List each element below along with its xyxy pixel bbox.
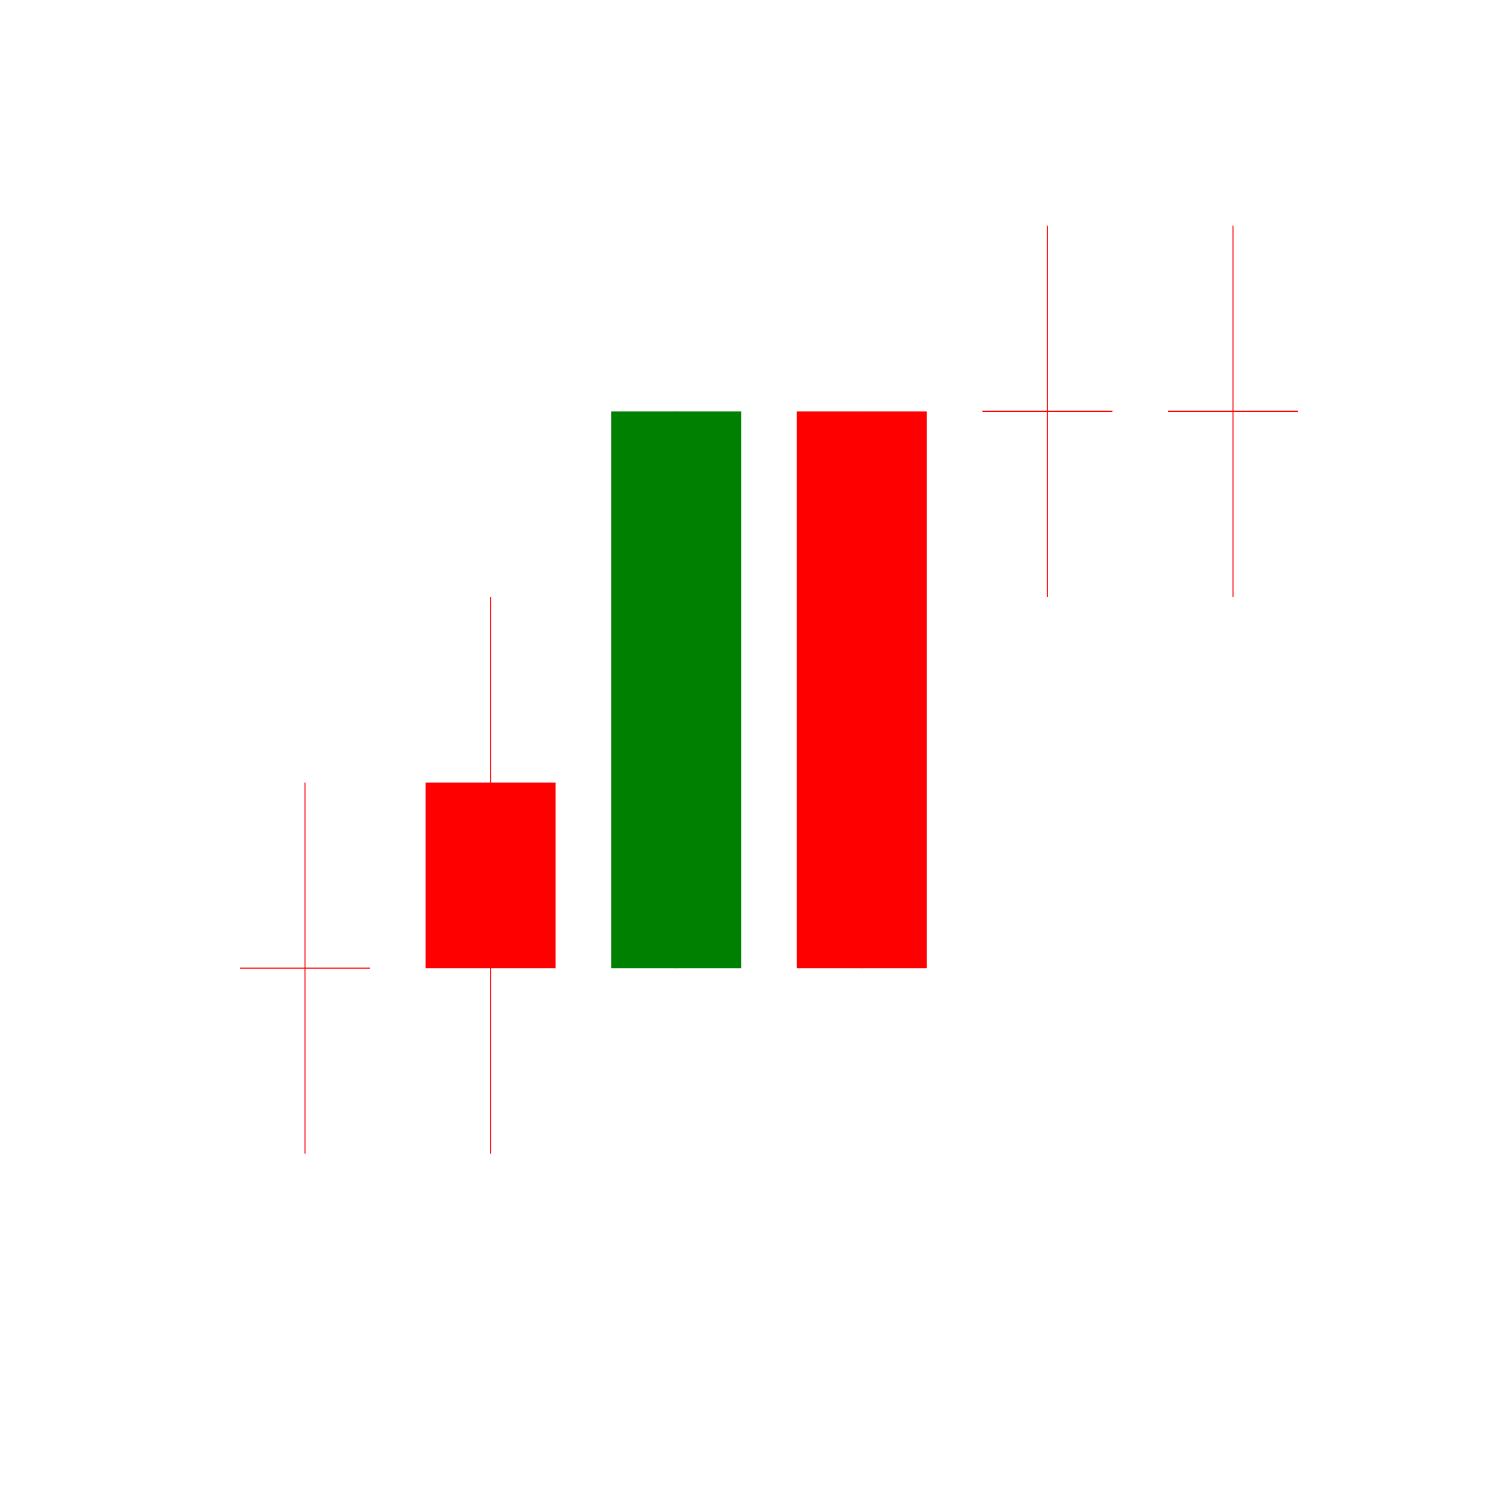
candle-body-3 <box>611 411 742 969</box>
candle-body-2 <box>425 782 556 969</box>
candle-body-4 <box>796 411 927 969</box>
